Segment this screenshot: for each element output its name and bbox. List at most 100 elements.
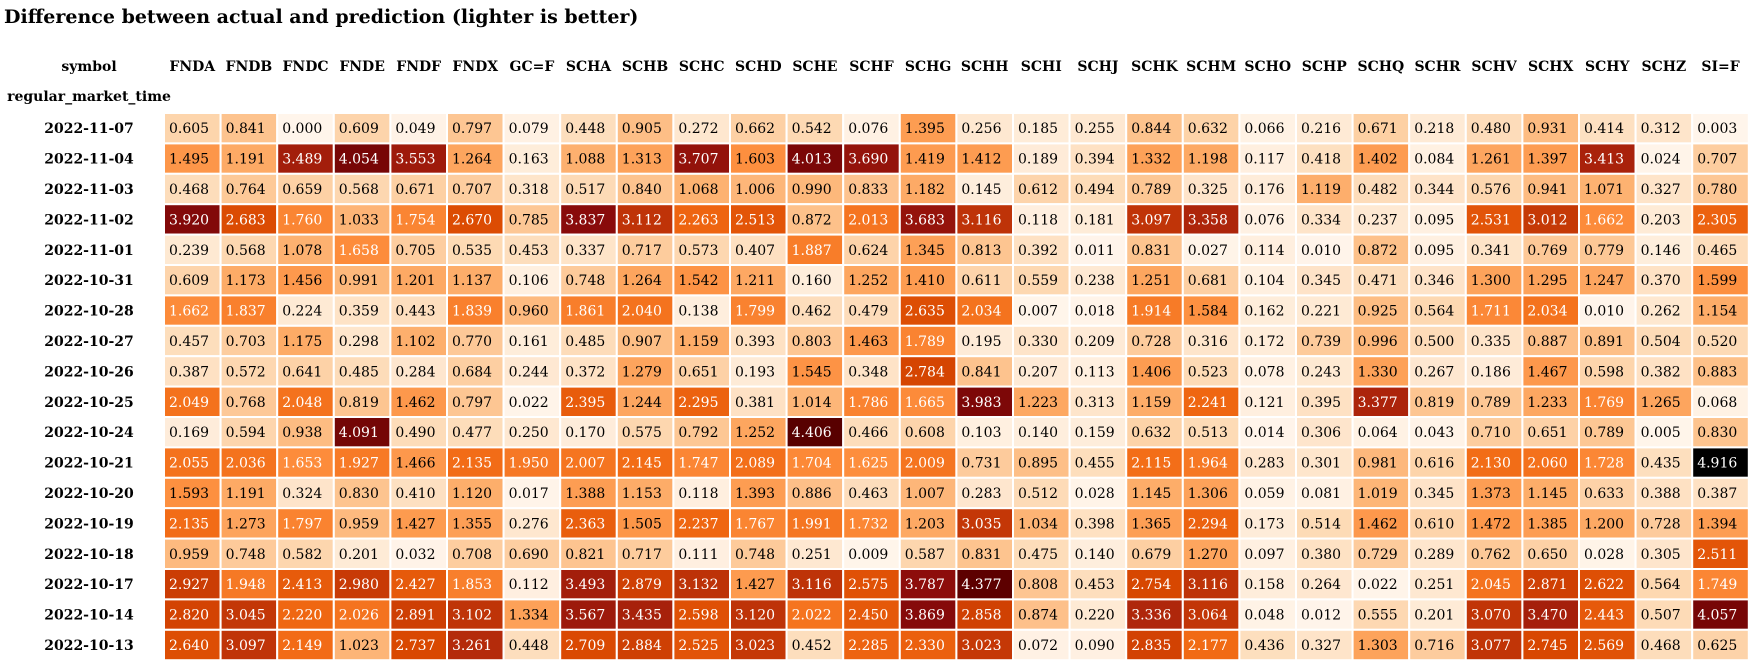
cell-value: 1.665 <box>905 395 945 411</box>
cell-value: 1.410 <box>905 273 945 289</box>
row-label: 2022-10-19 <box>44 516 134 532</box>
heatmap-cell <box>1521 628 1581 662</box>
cell-value: 0.555 <box>1358 608 1398 624</box>
heatmap-cell <box>1181 355 1241 388</box>
cell-value: 0.118 <box>1018 212 1058 228</box>
heatmap-cell <box>842 568 901 601</box>
heatmap-cell <box>1634 264 1694 297</box>
cell-value: 2.330 <box>905 638 945 654</box>
cell-value: 0.891 <box>1584 334 1624 350</box>
heatmap-cell <box>1691 628 1750 662</box>
heatmap-cell <box>615 142 675 175</box>
cell-value: 0.981 <box>1358 456 1398 472</box>
heatmap-cell <box>1238 142 1298 175</box>
cell-value: 2.115 <box>1131 456 1171 472</box>
heatmap-cell <box>1464 507 1524 540</box>
cell-value: 0.990 <box>792 182 832 198</box>
cell-value: 1.406 <box>1131 364 1171 380</box>
cell-value: 1.154 <box>1697 304 1737 320</box>
column-label: FNDC <box>282 59 328 75</box>
cell-value: 0.173 <box>1244 516 1284 532</box>
row-label: 2022-11-04 <box>44 152 134 168</box>
heatmap-cell <box>785 416 845 449</box>
heatmap-cell <box>1295 476 1354 510</box>
cell-value: 1.068 <box>678 182 718 198</box>
cell-value: 0.605 <box>169 121 209 137</box>
cell-value: 0.482 <box>1358 182 1398 198</box>
cell-value: 0.841 <box>226 121 266 137</box>
cell-value: 2.135 <box>169 516 209 532</box>
cell-value: 0.334 <box>1301 212 1341 228</box>
heatmap-cell <box>1238 233 1298 267</box>
cell-value: 0.010 <box>1584 304 1624 320</box>
cell-value: 2.835 <box>1131 638 1171 654</box>
cell-value: 1.175 <box>282 334 322 350</box>
column-label: GC=F <box>510 59 555 75</box>
cell-value: 0.407 <box>735 243 775 259</box>
heatmap-cell <box>1351 598 1411 631</box>
cell-value: 0.925 <box>1358 304 1398 320</box>
row-label: 2022-10-28 <box>44 304 134 320</box>
cell-value: 2.022 <box>792 608 832 624</box>
cell-value: 2.263 <box>678 212 718 228</box>
cell-value: 0.996 <box>1358 334 1398 350</box>
heatmap-cell <box>446 112 505 145</box>
heatmap-cell <box>729 112 788 145</box>
cell-value: 1.789 <box>905 334 945 350</box>
cell-value: 0.104 <box>1244 273 1284 289</box>
cell-value: 1.625 <box>848 456 888 472</box>
cell-value: 1.887 <box>792 243 832 259</box>
heatmap-cell <box>785 537 845 570</box>
cell-value: 1.233 <box>1527 395 1567 411</box>
cell-value: 1.463 <box>848 334 888 350</box>
cell-value: 0.872 <box>792 212 832 228</box>
cell-value: 1.786 <box>848 395 888 411</box>
heatmap-cell <box>1408 537 1467 570</box>
heatmap-cell <box>1181 233 1241 267</box>
cell-value: 3.470 <box>1527 608 1567 624</box>
heatmap-cell <box>276 628 335 662</box>
cell-value: 0.284 <box>395 364 435 380</box>
column-label: SCHF <box>849 59 893 75</box>
cell-value: 1.732 <box>848 516 888 532</box>
heatmap-cell <box>559 537 618 570</box>
cell-value: 2.049 <box>169 395 209 411</box>
heatmap-cell <box>1068 568 1128 601</box>
heatmap-cell <box>672 476 732 510</box>
heatmap-cell <box>1125 628 1184 662</box>
heatmap-cell <box>1181 537 1241 570</box>
heatmap-cell <box>276 142 335 175</box>
column-label: SCHZ <box>1642 59 1687 75</box>
cell-value: 0.463 <box>848 486 888 502</box>
cell-value: 2.130 <box>1471 456 1511 472</box>
cell-value: 0.612 <box>1018 182 1058 198</box>
cell-value: 0.520 <box>1697 334 1737 350</box>
cell-value: 1.102 <box>395 334 435 350</box>
cell-value: 0.462 <box>792 304 832 320</box>
heatmap-cell <box>1295 598 1354 631</box>
cell-value: 0.064 <box>1358 425 1398 441</box>
heatmap-cell <box>615 112 675 145</box>
cell-value: 2.511 <box>1697 547 1737 563</box>
cell-value: 0.830 <box>339 486 379 502</box>
cell-value: 0.443 <box>395 304 435 320</box>
heatmap-cell <box>1464 233 1524 267</box>
cell-value: 1.191 <box>226 152 266 168</box>
cell-value: 1.412 <box>961 152 1001 168</box>
heatmap-cell <box>1691 264 1750 297</box>
heatmap-cell <box>955 324 1015 358</box>
cell-value: 1.472 <box>1471 516 1511 532</box>
cell-value: 0.610 <box>1414 516 1454 532</box>
cell-value: 0.381 <box>735 395 775 411</box>
cell-value: 0.485 <box>565 334 605 350</box>
cell-value: 0.729 <box>1358 547 1398 563</box>
heatmap-cell <box>219 294 279 327</box>
cell-value: 0.239 <box>169 243 209 259</box>
heatmap-cell <box>163 233 222 267</box>
heatmap-cell <box>559 172 618 206</box>
heatmap-cell <box>332 598 392 631</box>
cell-value: 0.316 <box>1188 334 1228 350</box>
cell-value: 2.013 <box>848 212 888 228</box>
heatmap-cell <box>1238 416 1298 449</box>
cell-value: 2.531 <box>1471 212 1511 228</box>
